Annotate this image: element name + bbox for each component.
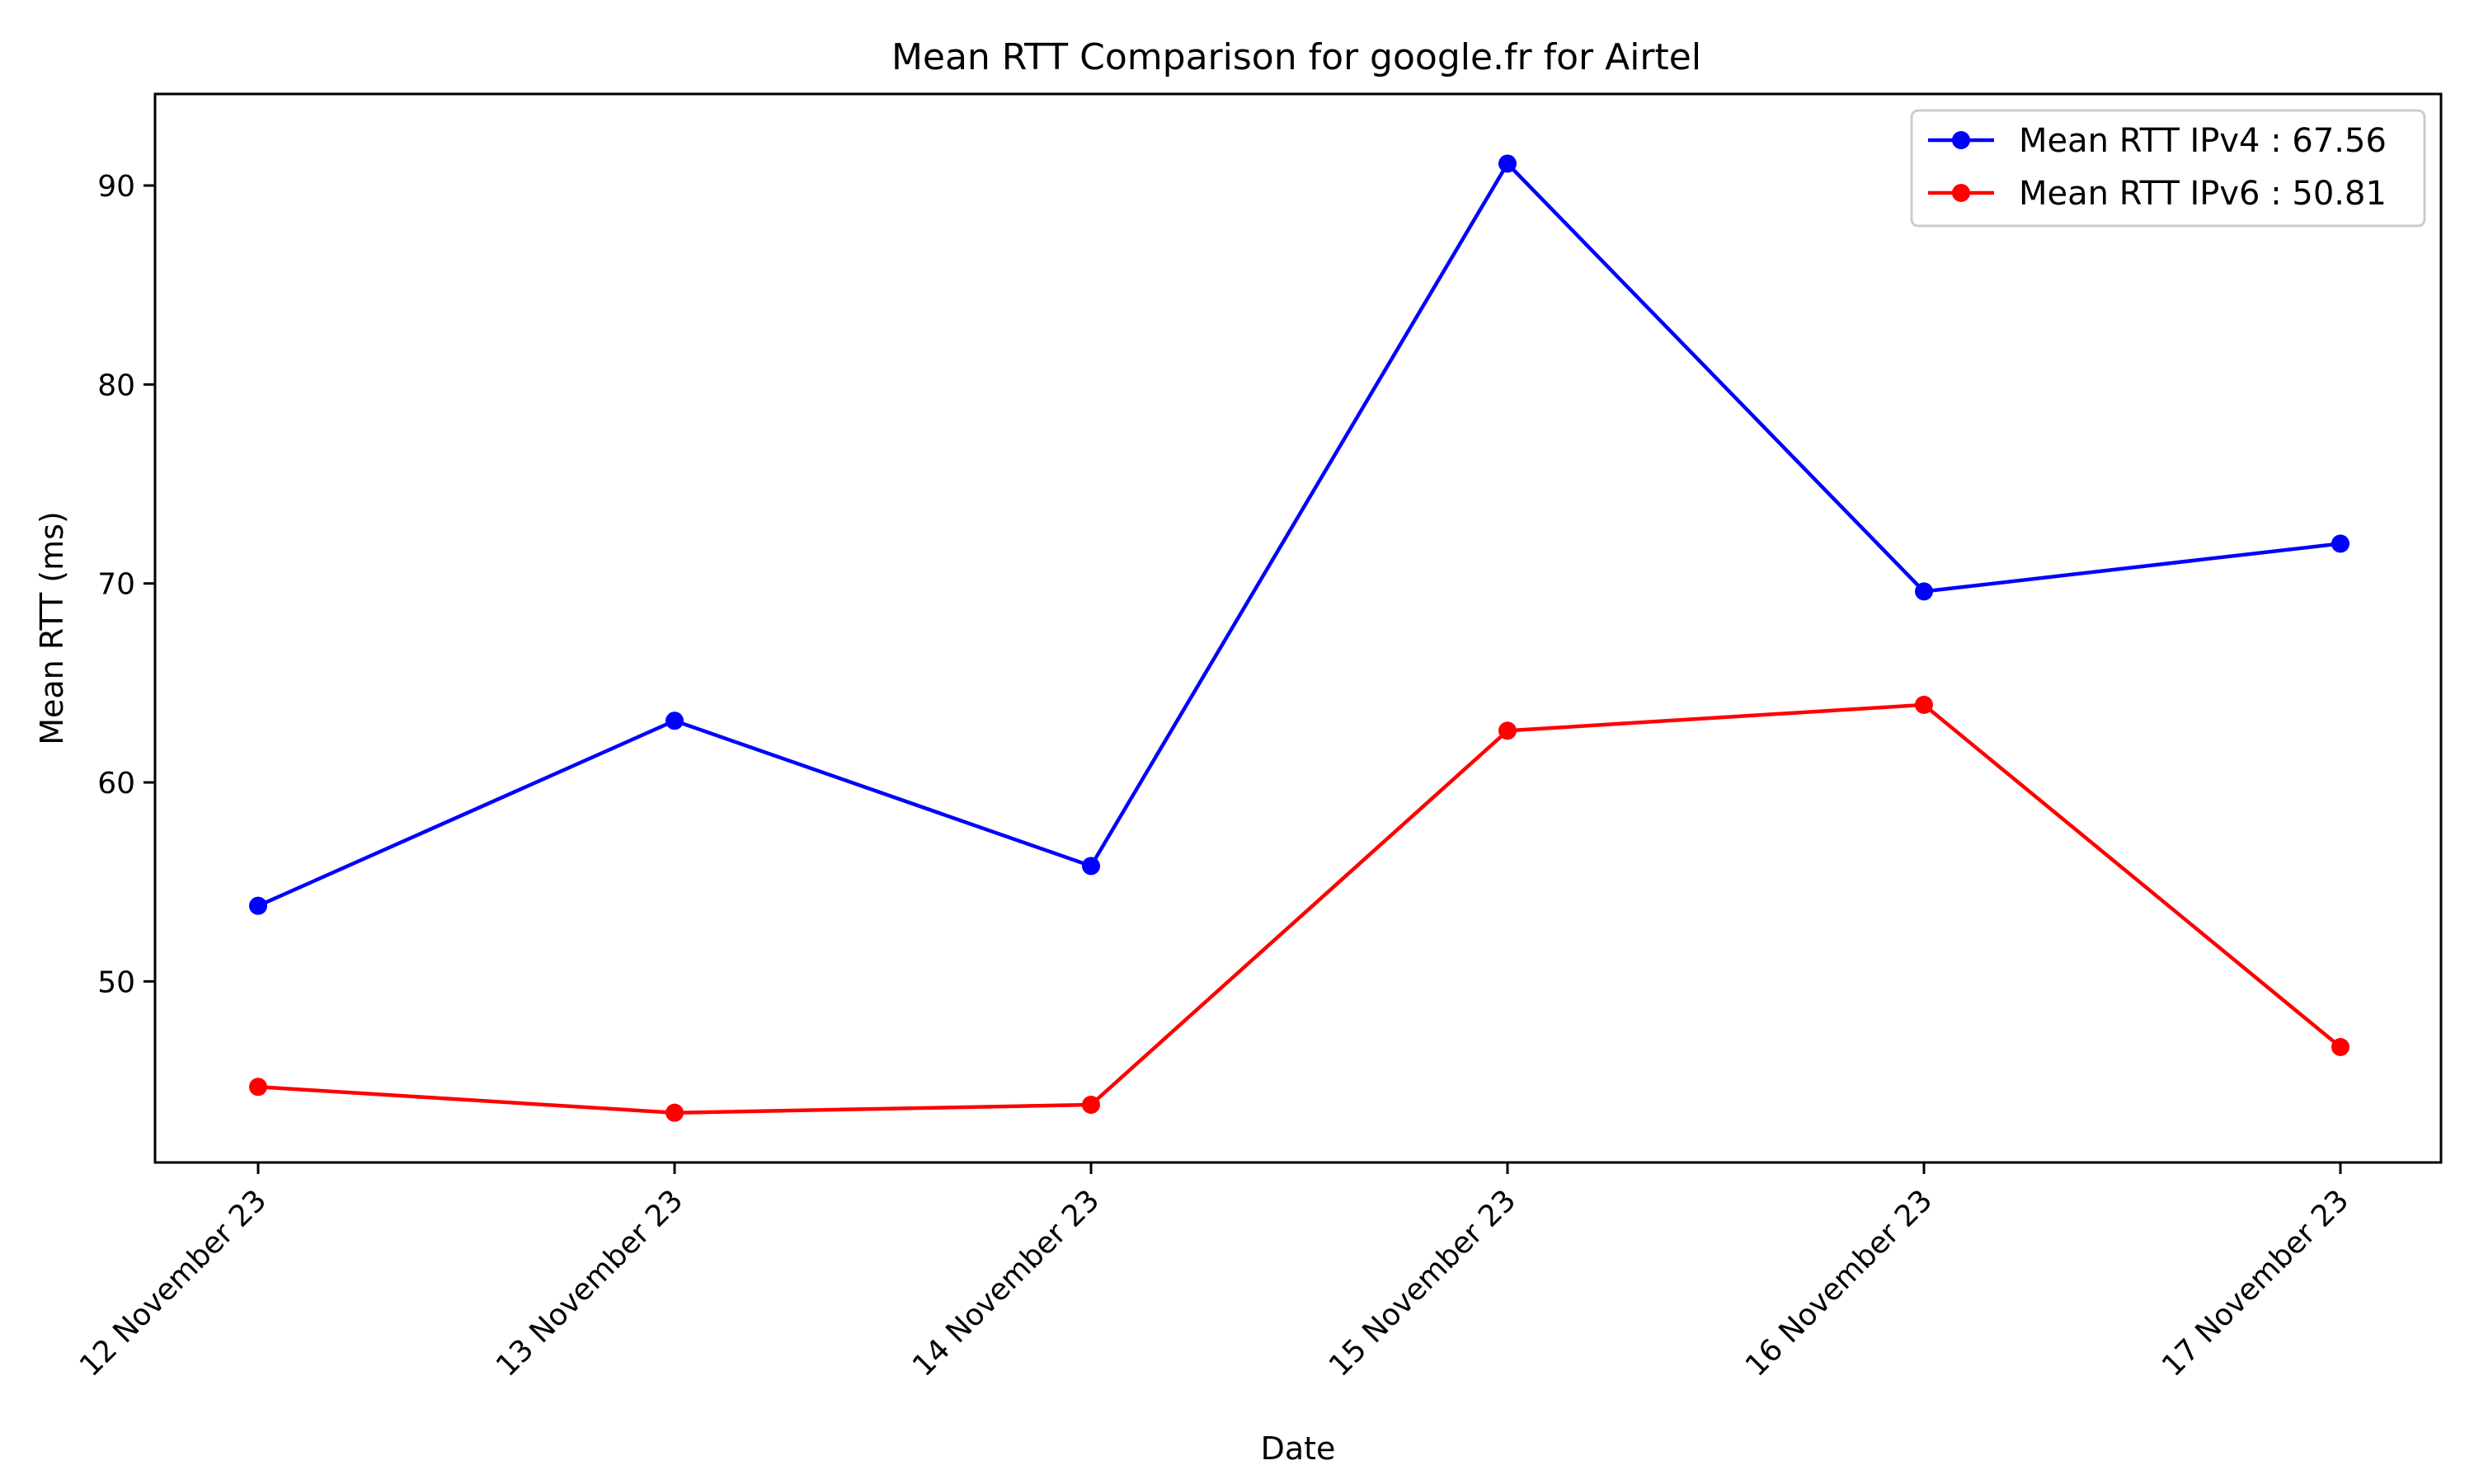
series-ipv6 xyxy=(249,695,2349,1122)
plot-frame xyxy=(153,92,2443,1164)
legend-swatch-marker xyxy=(1952,184,1970,202)
y-tick-label: 70 xyxy=(97,568,135,602)
data-point xyxy=(1498,721,1517,740)
y-tick-label: 90 xyxy=(97,170,135,204)
data-point xyxy=(249,1078,267,1097)
series-line xyxy=(257,702,2342,1115)
x-axis-label: Date xyxy=(1261,1430,1336,1467)
series-layer xyxy=(249,154,2349,1122)
y-tick-label: 60 xyxy=(97,767,135,801)
data-point xyxy=(1082,857,1100,876)
legend-swatch-marker xyxy=(1952,131,1970,149)
data-point xyxy=(666,711,684,730)
data-point xyxy=(2331,534,2349,553)
series-ipv4 xyxy=(249,154,2349,915)
legend-entry-label: Mean RTT IPv6 : 50.81 xyxy=(2019,175,2387,213)
chart-title: Mean RTT Comparison for google.fr for Ai… xyxy=(891,36,1701,78)
legend-entry-label: Mean RTT IPv4 : 67.56 xyxy=(2019,122,2387,160)
legend: Mean RTT IPv4 : 67.56 Mean RTT IPv6 : 50.… xyxy=(1910,109,2426,228)
legend-box xyxy=(1910,109,2426,228)
data-point xyxy=(1498,154,1517,173)
data-point xyxy=(1082,1096,1100,1115)
data-point xyxy=(249,896,267,915)
plot-area xyxy=(153,92,2443,1164)
data-point xyxy=(1915,582,1933,601)
y-tick-label: 80 xyxy=(97,369,135,402)
y-axis: 50 60 70 80 90 xyxy=(97,170,155,999)
series-line xyxy=(257,162,2341,908)
y-axis-label: Mean RTT (ms) xyxy=(34,511,70,745)
data-point xyxy=(1915,695,1933,714)
y-tick-label: 50 xyxy=(97,965,135,999)
data-point xyxy=(2331,1038,2349,1057)
data-point xyxy=(666,1103,684,1122)
